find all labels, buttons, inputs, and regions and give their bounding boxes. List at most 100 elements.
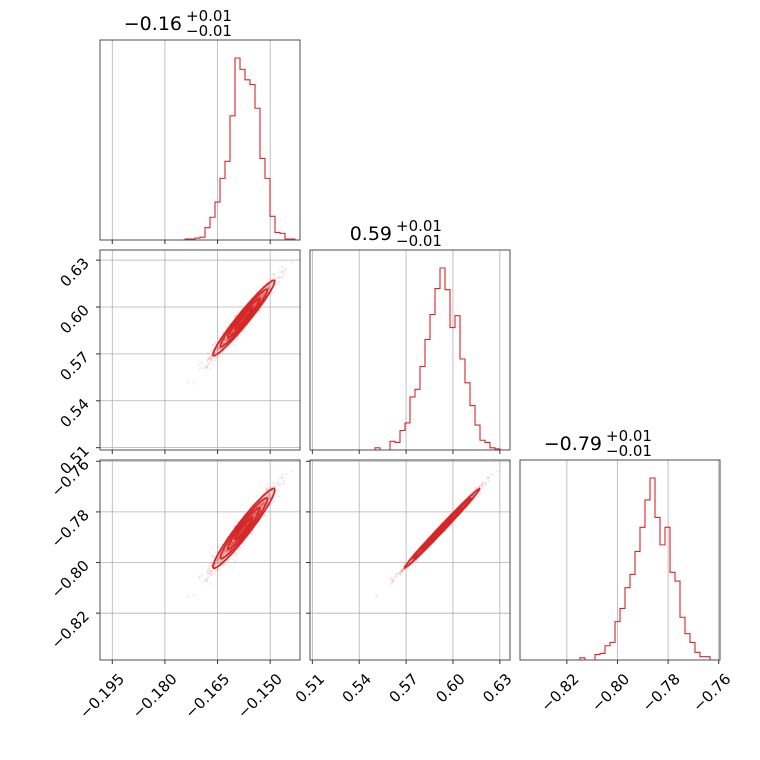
sample-point <box>216 348 219 352</box>
sample-point <box>218 355 222 358</box>
sample-point <box>267 287 271 290</box>
sample-point <box>266 488 269 491</box>
sample-point <box>255 495 258 498</box>
sample-point <box>252 512 255 515</box>
sample-point <box>203 365 207 368</box>
sample-point <box>218 569 222 572</box>
density-contour <box>234 306 254 330</box>
sample-point <box>273 276 276 279</box>
sample-point <box>270 292 273 295</box>
sample-point <box>260 504 264 507</box>
sample-point <box>262 500 265 504</box>
sample-point <box>254 513 257 516</box>
sample-point <box>488 479 491 483</box>
sample-point <box>262 501 265 504</box>
hist-panel-2: −0.79 +0.01−0.01 <box>519 427 721 664</box>
sample-point <box>399 569 402 573</box>
sample-point <box>231 541 234 544</box>
sample-point <box>223 339 227 342</box>
sample-point <box>236 310 240 314</box>
sample-point <box>231 329 235 332</box>
sample-point <box>222 341 225 344</box>
sample-point <box>217 558 220 561</box>
sample-point <box>252 514 255 517</box>
sample-point <box>216 562 219 565</box>
sample-point <box>242 541 245 544</box>
sample-point <box>265 488 268 491</box>
sample-point <box>206 365 209 368</box>
x-tick-label: −0.80 <box>588 670 633 715</box>
sample-point <box>260 504 263 507</box>
sample-point <box>217 556 220 559</box>
sample-point <box>207 352 210 355</box>
sample-point <box>260 502 264 505</box>
sample-point <box>213 572 216 575</box>
sample-point <box>210 574 213 577</box>
y-tick-label: 0.63 <box>56 254 92 290</box>
sample-point <box>210 357 213 360</box>
sample-point <box>240 529 243 532</box>
sample-point <box>231 543 234 546</box>
sample-point <box>208 571 211 574</box>
panel-title: −0.16 <box>124 13 182 35</box>
sample-point <box>223 549 226 552</box>
sample-point <box>223 338 227 341</box>
sample-point <box>486 476 490 479</box>
sample-point <box>267 492 270 495</box>
sample-point <box>277 282 281 285</box>
sample-point <box>242 329 245 333</box>
sample-point <box>376 595 379 599</box>
sample-point <box>230 542 233 545</box>
sample-point <box>222 342 225 345</box>
sample-point <box>255 511 258 514</box>
sample-point <box>398 572 401 575</box>
sample-point <box>203 579 207 582</box>
sample-point <box>209 572 213 576</box>
sample-point <box>253 513 256 516</box>
sample-point <box>284 473 288 476</box>
sample-point <box>214 351 217 354</box>
sample-point <box>250 531 253 534</box>
sample-point <box>208 356 211 360</box>
sample-point <box>256 509 259 512</box>
sample-point <box>262 291 266 294</box>
sample-point <box>253 303 256 306</box>
sample-point <box>206 573 210 576</box>
x-tick-label: 0.63 <box>479 670 515 706</box>
y-tick-label: −0.78 <box>48 506 93 551</box>
sample-point <box>223 338 226 341</box>
sample-point <box>262 501 265 504</box>
sample-point <box>217 561 220 564</box>
sample-point <box>232 330 235 333</box>
sample-point <box>234 314 237 318</box>
sample-point <box>243 526 246 529</box>
sample-point <box>282 269 286 272</box>
sample-point <box>270 486 273 489</box>
sample-point <box>220 559 223 562</box>
sample-point <box>207 567 210 571</box>
sample-point <box>208 570 211 573</box>
sample-point <box>216 347 219 350</box>
sample-point <box>259 295 262 298</box>
sample-point <box>206 363 210 366</box>
sample-point <box>250 319 253 322</box>
sample-point <box>259 504 262 507</box>
sample-point <box>206 359 209 362</box>
density-contour <box>212 279 276 357</box>
sample-point <box>227 549 230 552</box>
sample-point <box>225 549 229 553</box>
sample-point <box>217 346 220 349</box>
sample-point <box>284 268 288 271</box>
sample-point <box>205 580 209 583</box>
sample-point <box>281 270 284 274</box>
sample-point <box>259 504 262 507</box>
sample-point <box>263 500 266 503</box>
sample-point <box>243 525 246 529</box>
sample-point <box>206 571 209 574</box>
sample-point <box>278 280 281 283</box>
sample-point <box>277 484 281 487</box>
sample-points <box>375 470 499 599</box>
sample-point <box>491 473 495 476</box>
sample-point <box>207 357 210 361</box>
